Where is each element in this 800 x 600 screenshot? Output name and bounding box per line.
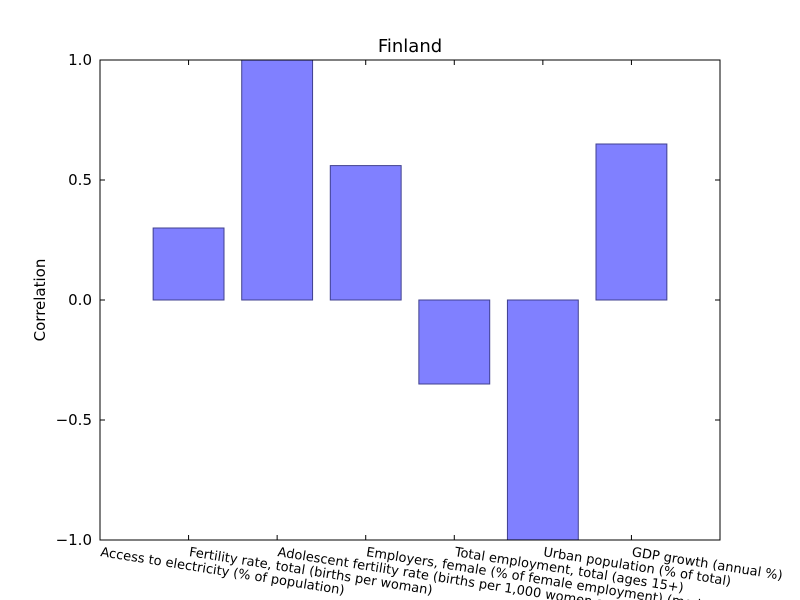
y-tick-label: 0.5 xyxy=(68,171,92,189)
bar xyxy=(152,227,225,301)
y-tick-label: 1.0 xyxy=(68,51,92,69)
chart-title: Finland xyxy=(378,36,442,57)
y-tick-label: −0.5 xyxy=(56,411,92,429)
plot-frame xyxy=(99,59,721,541)
y-axis-label: Correlation xyxy=(31,259,49,342)
y-tick-label: 0.0 xyxy=(68,291,92,309)
bar xyxy=(329,165,402,301)
y-tick-label: −1.0 xyxy=(56,531,92,549)
bar xyxy=(241,59,314,301)
bar xyxy=(595,143,668,301)
bar xyxy=(418,299,491,385)
bar xyxy=(506,299,579,541)
